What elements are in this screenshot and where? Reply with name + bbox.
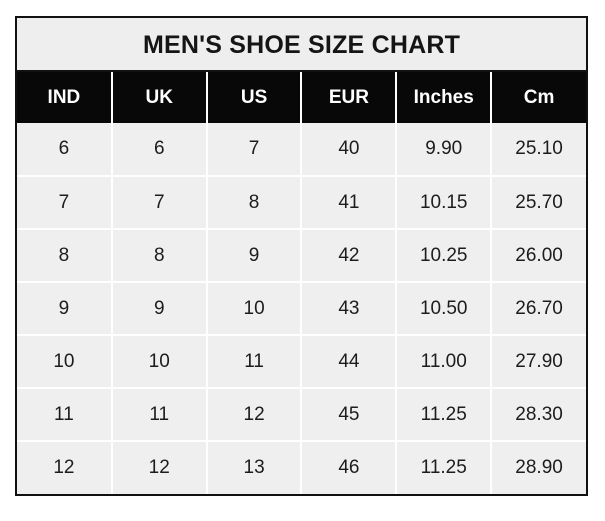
cell-us: 12	[206, 388, 303, 442]
cell-inches: 11.00	[396, 335, 493, 389]
cell-ind: 6	[17, 123, 113, 177]
cell-eur: 46	[301, 441, 398, 494]
cell-cm: 25.10	[491, 123, 586, 177]
column-header-inches: Inches	[396, 72, 493, 123]
cell-us: 11	[206, 335, 303, 389]
cell-cm: 26.70	[491, 282, 586, 336]
cell-eur: 40	[301, 123, 398, 177]
cell-inches: 11.25	[396, 441, 493, 494]
cell-uk: 9	[111, 282, 208, 336]
table-row: 9 9 10 43 10.50 26.70	[17, 282, 586, 336]
cell-cm: 25.70	[491, 176, 586, 230]
cell-ind: 8	[17, 229, 113, 283]
cell-ind: 12	[17, 441, 113, 494]
cell-us: 13	[206, 441, 303, 494]
size-chart-container: MEN'S SHOE SIZE CHART IND UK US EUR Inch…	[15, 16, 588, 496]
cell-uk: 12	[111, 441, 208, 494]
cell-us: 7	[206, 123, 303, 177]
table-row: 8 8 9 42 10.25 26.00	[17, 229, 586, 283]
table-row: 7 7 8 41 10.15 25.70	[17, 176, 586, 230]
table-row: 12 12 13 46 11.25 28.90	[17, 441, 586, 494]
cell-ind: 10	[17, 335, 113, 389]
cell-inches: 10.25	[396, 229, 493, 283]
cell-eur: 42	[301, 229, 398, 283]
column-header-eur: EUR	[301, 72, 398, 123]
table-header-row: IND UK US EUR Inches Cm	[17, 72, 586, 123]
cell-uk: 10	[111, 335, 208, 389]
table-row: 6 6 7 40 9.90 25.10	[17, 123, 586, 177]
column-header-ind: IND	[17, 72, 113, 123]
chart-title: MEN'S SHOE SIZE CHART	[17, 18, 586, 72]
cell-us: 8	[206, 176, 303, 230]
column-header-uk: UK	[111, 72, 208, 123]
cell-us: 9	[206, 229, 303, 283]
cell-ind: 7	[17, 176, 113, 230]
cell-inches: 10.15	[396, 176, 493, 230]
cell-uk: 7	[111, 176, 208, 230]
cell-us: 10	[206, 282, 303, 336]
cell-uk: 6	[111, 123, 208, 177]
cell-eur: 43	[301, 282, 398, 336]
cell-eur: 45	[301, 388, 398, 442]
table-body: 6 6 7 40 9.90 25.10 7 7 8 41 10.15 25.70…	[17, 123, 586, 494]
cell-eur: 41	[301, 176, 398, 230]
column-header-cm: Cm	[491, 72, 586, 123]
table-header: IND UK US EUR Inches Cm	[17, 72, 586, 123]
cell-inches: 11.25	[396, 388, 493, 442]
cell-cm: 27.90	[491, 335, 586, 389]
cell-eur: 44	[301, 335, 398, 389]
cell-ind: 11	[17, 388, 113, 442]
column-header-us: US	[206, 72, 303, 123]
cell-cm: 28.90	[491, 441, 586, 494]
cell-uk: 8	[111, 229, 208, 283]
cell-cm: 28.30	[491, 388, 586, 442]
table-row: 11 11 12 45 11.25 28.30	[17, 388, 586, 442]
shoe-size-table: IND UK US EUR Inches Cm 6 6 7 40 9.90 25…	[17, 72, 586, 494]
cell-inches: 9.90	[396, 123, 493, 177]
cell-uk: 11	[111, 388, 208, 442]
cell-cm: 26.00	[491, 229, 586, 283]
cell-ind: 9	[17, 282, 113, 336]
table-row: 10 10 11 44 11.00 27.90	[17, 335, 586, 389]
cell-inches: 10.50	[396, 282, 493, 336]
